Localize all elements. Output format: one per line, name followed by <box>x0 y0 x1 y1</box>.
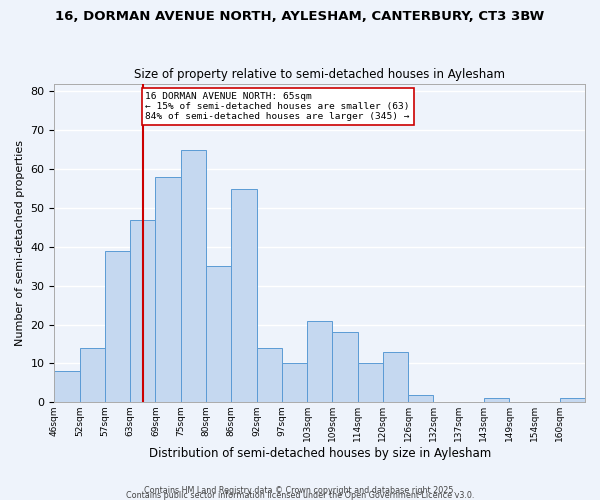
Text: Contains public sector information licensed under the Open Government Licence v3: Contains public sector information licen… <box>126 491 474 500</box>
Bar <box>408 394 433 402</box>
Text: Contains HM Land Registry data © Crown copyright and database right 2025.: Contains HM Land Registry data © Crown c… <box>144 486 456 495</box>
Bar <box>130 220 155 402</box>
Bar <box>257 348 282 403</box>
Bar <box>282 364 307 403</box>
Bar <box>55 371 80 402</box>
Bar <box>358 364 383 403</box>
Bar <box>105 250 130 402</box>
Bar <box>206 266 231 402</box>
Y-axis label: Number of semi-detached properties: Number of semi-detached properties <box>15 140 25 346</box>
Bar <box>383 352 408 403</box>
Bar <box>484 398 509 402</box>
Title: Size of property relative to semi-detached houses in Aylesham: Size of property relative to semi-detach… <box>134 68 505 81</box>
Bar <box>307 320 332 402</box>
Bar <box>332 332 358 402</box>
Bar <box>181 150 206 402</box>
Bar <box>560 398 585 402</box>
Bar <box>231 188 257 402</box>
Text: 16 DORMAN AVENUE NORTH: 65sqm
← 15% of semi-detached houses are smaller (63)
84%: 16 DORMAN AVENUE NORTH: 65sqm ← 15% of s… <box>145 92 410 122</box>
X-axis label: Distribution of semi-detached houses by size in Aylesham: Distribution of semi-detached houses by … <box>149 447 491 460</box>
Bar <box>155 177 181 402</box>
Bar <box>80 348 105 403</box>
Text: 16, DORMAN AVENUE NORTH, AYLESHAM, CANTERBURY, CT3 3BW: 16, DORMAN AVENUE NORTH, AYLESHAM, CANTE… <box>55 10 545 23</box>
